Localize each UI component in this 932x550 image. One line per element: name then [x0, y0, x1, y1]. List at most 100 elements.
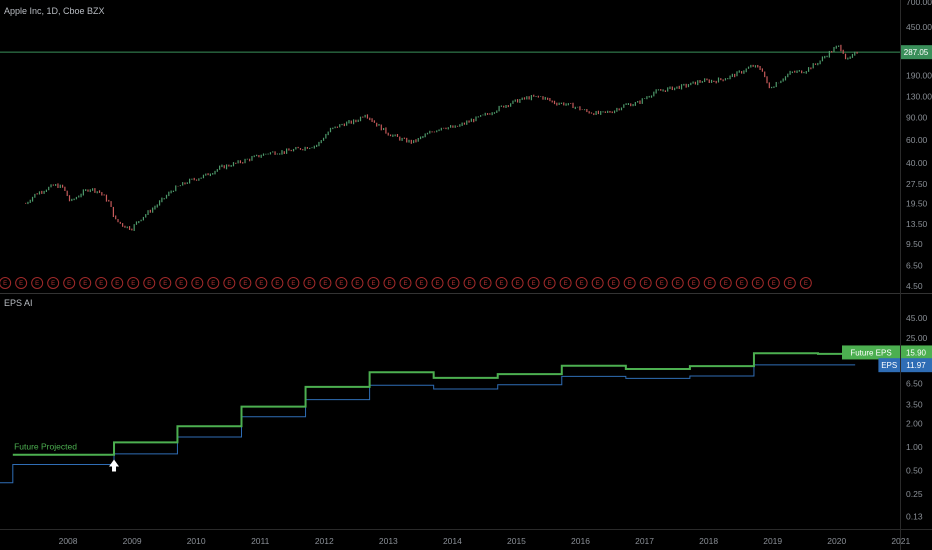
earnings-marker: [687, 277, 700, 289]
price-axis-tick: 27.50: [906, 179, 928, 189]
earnings-marker-label: E: [67, 281, 71, 287]
earnings-marker: [767, 277, 780, 289]
eps-name-badge: [878, 358, 900, 373]
eps-axis-tick: 0.25: [906, 489, 923, 499]
indicator-title[interactable]: EPS AI: [4, 298, 33, 308]
earnings-marker-label: E: [227, 281, 231, 287]
future-eps-name-badge: [842, 345, 900, 360]
earnings-marker-label: E: [692, 281, 696, 287]
earnings-marker: [559, 277, 572, 289]
earnings-marker: [95, 277, 108, 289]
earnings-marker: [239, 277, 252, 289]
eps-axis-tick: 1.00: [906, 442, 923, 452]
earnings-marker: [207, 277, 220, 289]
time-axis-tick: 2011: [251, 536, 270, 546]
earnings-marker: [143, 277, 156, 289]
earnings-marker-label: E: [676, 281, 680, 287]
earnings-marker-label: E: [468, 281, 472, 287]
earnings-marker-label: E: [83, 281, 87, 287]
earnings-marker-label: E: [3, 281, 7, 287]
earnings-marker: [111, 277, 124, 289]
time-axis-tick: 2021: [891, 536, 910, 546]
time-axis-tick: 2009: [123, 536, 142, 546]
earnings-marker-label: E: [452, 281, 456, 287]
time-axis-tick: 2019: [763, 536, 782, 546]
earnings-marker-label: E: [708, 281, 712, 287]
earnings-marker-label: E: [500, 281, 504, 287]
price-axis-tick: 4.50: [906, 281, 923, 291]
earnings-marker-label: E: [131, 281, 135, 287]
up-arrow-icon: [109, 459, 120, 472]
earnings-marker-label: E: [371, 281, 375, 287]
earnings-marker: [783, 277, 796, 289]
earnings-marker-label: E: [355, 281, 359, 287]
earnings-marker: [47, 277, 60, 289]
earnings-marker-label: E: [243, 281, 247, 287]
earnings-marker-label: E: [532, 281, 536, 287]
earnings-marker-label: E: [307, 281, 311, 287]
earnings-marker: [31, 277, 44, 289]
earnings-marker: [479, 277, 492, 289]
earnings-marker: [0, 277, 12, 289]
eps-name: EPS: [881, 361, 897, 370]
future-eps-value: 15.90: [906, 348, 927, 357]
earnings-marker-label: E: [115, 281, 119, 287]
earnings-marker-label: E: [772, 281, 776, 287]
earnings-marker: [159, 277, 172, 289]
eps-axis-tick: 0.13: [906, 511, 923, 521]
earnings-marker-label: E: [323, 281, 327, 287]
time-axis-tick: 2014: [443, 536, 462, 546]
earnings-marker-label: E: [596, 281, 600, 287]
earnings-marker: [191, 277, 204, 289]
eps-axis-tick: 2.00: [906, 419, 923, 429]
price-axis-tick: 190.00: [906, 70, 932, 80]
earnings-marker-label: E: [580, 281, 584, 287]
earnings-marker: [575, 277, 588, 289]
price-label-value: 287.05: [904, 48, 929, 57]
earnings-marker: [607, 277, 620, 289]
symbol-title[interactable]: Apple Inc, 1D, Cboe BZX: [4, 6, 105, 16]
future-eps-name: Future EPS: [850, 348, 891, 357]
earnings-marker: [703, 277, 716, 289]
earnings-marker: [351, 277, 364, 289]
earnings-marker: [495, 277, 508, 289]
earnings-marker: [15, 277, 28, 289]
eps-axis-tick: 0.50: [906, 466, 923, 476]
earnings-marker-label: E: [291, 281, 295, 287]
eps-value: 11.97: [906, 361, 926, 370]
earnings-marker: [527, 277, 540, 289]
earnings-marker-label: E: [740, 281, 744, 287]
earnings-marker-label: E: [51, 281, 55, 287]
earnings-marker: [223, 277, 236, 289]
earnings-marker: [79, 277, 92, 289]
earnings-marker: [399, 277, 412, 289]
earnings-marker-label: E: [179, 281, 183, 287]
earnings-marker: [271, 277, 284, 289]
eps-axis-tick: 3.50: [906, 400, 923, 410]
eps-axis-tick: 25.00: [906, 333, 928, 343]
earnings-marker-label: E: [259, 281, 263, 287]
earnings-marker-label: E: [644, 281, 648, 287]
earnings-marker-label: E: [660, 281, 664, 287]
earnings-marker-label: E: [548, 281, 552, 287]
earnings-marker: [735, 277, 748, 289]
earnings-marker-label: E: [403, 281, 407, 287]
future-projected-label: Future Projected: [14, 442, 77, 452]
eps-value-badge: [901, 358, 932, 373]
time-axis-tick: 2018: [699, 536, 718, 546]
earnings-marker: [671, 277, 684, 289]
earnings-marker-label: E: [339, 281, 343, 287]
eps-axis-tick: 45.00: [906, 313, 928, 323]
earnings-marker: [415, 277, 428, 289]
time-axis-tick: 2015: [507, 536, 526, 546]
earnings-marker: [335, 277, 348, 289]
earnings-marker: [303, 277, 316, 289]
earnings-marker-label: E: [419, 281, 423, 287]
earnings-marker-label: E: [35, 281, 39, 287]
earnings-marker: [511, 277, 524, 289]
earnings-marker-label: E: [628, 281, 632, 287]
earnings-marker-label: E: [788, 281, 792, 287]
price-axis-tick: 13.50: [906, 219, 928, 229]
